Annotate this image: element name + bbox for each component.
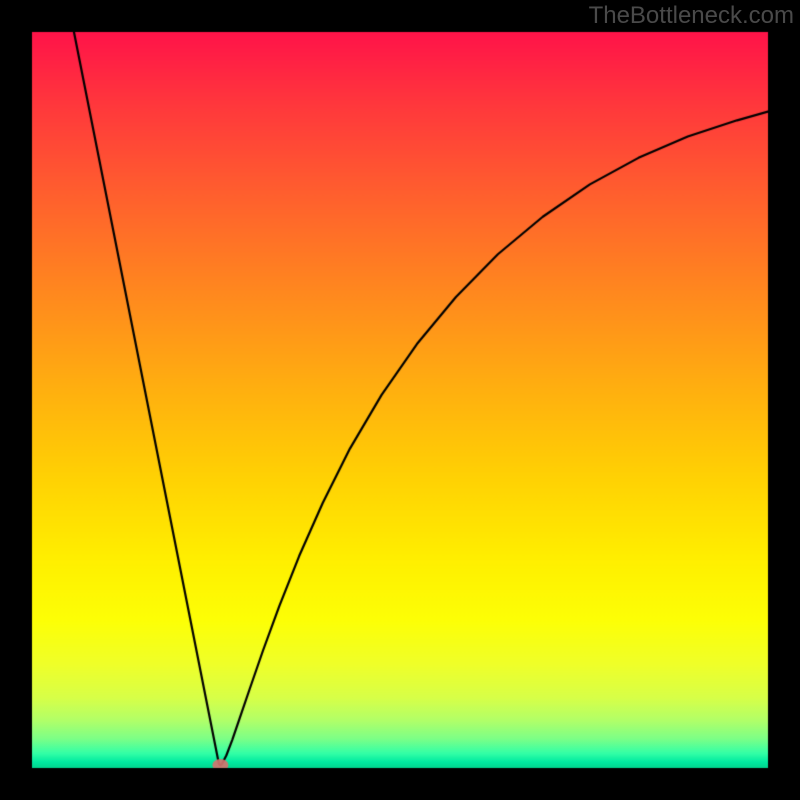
chart-container: TheBottleneck.com <box>0 0 800 800</box>
bottleneck-curve-chart <box>0 0 800 800</box>
